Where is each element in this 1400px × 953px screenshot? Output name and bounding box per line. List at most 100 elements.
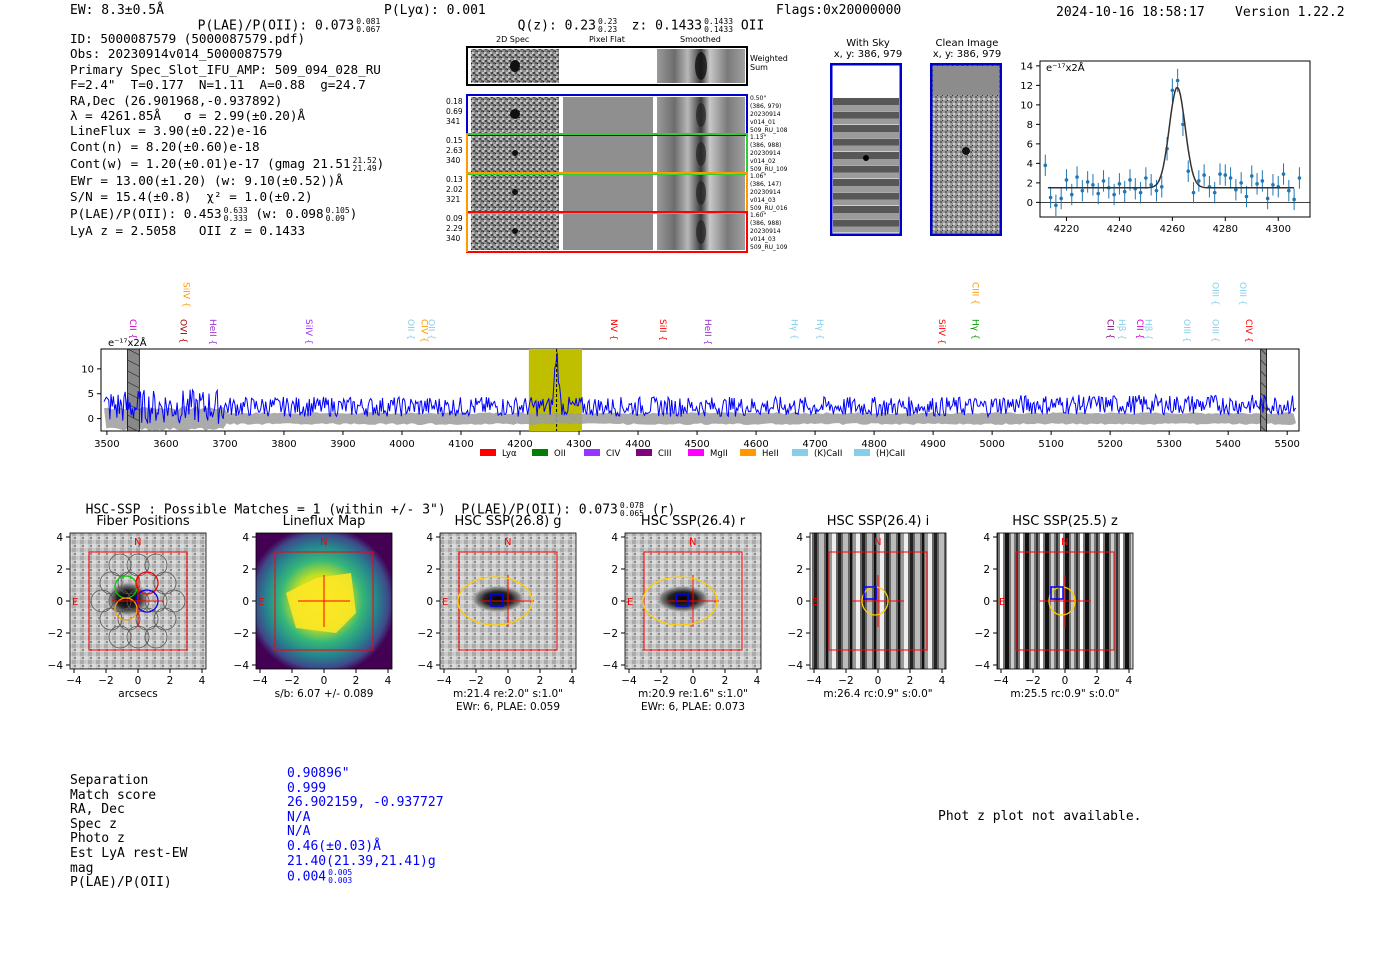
line-fit-ylabel: e⁻¹⁷x2Å bbox=[1046, 61, 1085, 74]
svg-text:HeII: HeII bbox=[762, 449, 779, 459]
spectrum-ytick: 0 bbox=[88, 414, 94, 425]
spectrum-xtick: 5100 bbox=[1038, 439, 1063, 450]
thumbnail-ytick: 0 bbox=[426, 596, 433, 608]
thumbnail-xtick: 2 bbox=[537, 675, 544, 687]
fit-point bbox=[1043, 154, 1048, 177]
thumbnail-title: Fiber Positions bbox=[96, 514, 189, 529]
cutout-right-label: v014_01 bbox=[750, 119, 776, 126]
spectral-line-label: SiII { bbox=[657, 319, 667, 341]
thumbnail-xtick: −4 bbox=[436, 675, 452, 687]
cutout-left-label: 0.69 bbox=[446, 107, 463, 116]
spectral-line-label: Hγ { bbox=[970, 319, 980, 340]
spectral-line-label: OIII { bbox=[1237, 282, 1247, 306]
spectrum-xtick: 5300 bbox=[1156, 439, 1181, 450]
thumbnail-ytick: −2 bbox=[48, 628, 63, 640]
cutout-right-label: 0.50" bbox=[750, 95, 766, 102]
cutout-left-label: 2.29 bbox=[446, 224, 463, 233]
cutout-right-label: 20230914 bbox=[750, 150, 781, 157]
spectrum-xtick: 5000 bbox=[979, 439, 1004, 450]
line-fit-chart: e⁻¹⁷x2Å 4220 4240 4260 4280 4300 0 2 4 6 8 10 12 14 bbox=[1020, 60, 1311, 235]
thumbnail-caption: arcsecs bbox=[118, 688, 157, 700]
thumbnail-caption: m:21.4 re:2.0" s:1.0" bbox=[453, 688, 563, 700]
matches-title: HSC-SSP : Possible Matches = 1 (within +… bbox=[85, 501, 676, 518]
fit-point bbox=[1096, 182, 1101, 205]
fit-point bbox=[1292, 188, 1296, 211]
spectrum-masked-region bbox=[1260, 348, 1267, 433]
match-label: RA, Dec bbox=[70, 802, 125, 818]
thumbnail-xtick: 4 bbox=[569, 675, 576, 687]
cutout-left-label: 340 bbox=[446, 156, 461, 165]
spectrum-xtick: 4800 bbox=[861, 439, 886, 450]
svg-text:MgII: MgII bbox=[710, 449, 728, 459]
spectrum-xtick: 4000 bbox=[389, 439, 414, 450]
legend-item: MgII bbox=[688, 449, 728, 459]
spectrum-xtick: 4400 bbox=[625, 439, 650, 450]
fit-point bbox=[1218, 163, 1222, 185]
cutout-right-label: 509_RU_109 bbox=[750, 244, 788, 251]
info-fiber: F=2.4" T=0.177 N=1.11 A=0.88 g=24.7 bbox=[70, 77, 366, 93]
fit-point bbox=[1091, 174, 1095, 196]
spectrum-xtick: 5500 bbox=[1274, 439, 1299, 450]
photz-message: Phot z plot not available. bbox=[938, 809, 1142, 824]
thumbnail-xtick: 0 bbox=[1062, 675, 1069, 687]
fit-point bbox=[1144, 167, 1148, 189]
thumbnail-xtick: 0 bbox=[135, 675, 142, 687]
thumbnail-ytick: 2 bbox=[796, 564, 803, 576]
thumbnail-ytick: −4 bbox=[48, 660, 64, 672]
spectrum-xtick: 4600 bbox=[743, 439, 768, 450]
thumbnail-ytick: 4 bbox=[242, 532, 249, 544]
header-qz: Q(z): 0.23 0.23 0.23 bbox=[517, 17, 618, 34]
fit-point bbox=[1054, 194, 1058, 217]
fit-curve bbox=[1047, 86, 1295, 189]
east-label: E bbox=[812, 597, 818, 608]
line-fit-ytick: 10 bbox=[1020, 100, 1033, 111]
cutout-right-label: v014_02 bbox=[750, 158, 776, 165]
thumbnail-xtick: 4 bbox=[199, 675, 206, 687]
thumbnail-xtick: −4 bbox=[252, 675, 268, 687]
fit-point bbox=[1281, 163, 1286, 185]
weighted-sum-label: Weighted Sum bbox=[750, 54, 788, 72]
clean-image-title: Clean Image x, y: 386, 979 bbox=[932, 38, 1002, 60]
thumbnail-xtick: 4 bbox=[754, 675, 761, 687]
spectrum-xtick: 3600 bbox=[153, 439, 178, 450]
svg-text:(H)CaII: (H)CaII bbox=[876, 449, 905, 459]
east-label: E bbox=[442, 597, 448, 608]
spectral-line-label: OIII { bbox=[1209, 319, 1219, 343]
with-sky-image bbox=[830, 63, 902, 236]
header-timestamp: 2024-10-16 18:58:17 bbox=[1056, 5, 1205, 20]
thumbnail-panel: Lineflux Map N E −4 4 −2 2 0 0 2 −2 4 −4 s/b: 6.07 +/… bbox=[234, 514, 393, 700]
thumbnail-xtick: 4 bbox=[385, 675, 392, 687]
north-label: N bbox=[689, 537, 696, 548]
legend-item: (H)CaII bbox=[854, 449, 905, 459]
thumbnail-title: HSC SSP(26.4) r bbox=[641, 514, 746, 529]
spectral-line-label: Hγ { bbox=[814, 319, 824, 340]
spectrum-xtick: 4200 bbox=[507, 439, 532, 450]
spectral-line-label: OIII { bbox=[1181, 319, 1191, 343]
spectrum-xtick: 5200 bbox=[1097, 439, 1122, 450]
thumbnail-xtick: −2 bbox=[653, 675, 668, 687]
cutout-right-label: 20230914 bbox=[750, 111, 781, 118]
spectral-line-label: CII { bbox=[127, 319, 137, 339]
spectral-line-label: Hβ { bbox=[1116, 319, 1126, 340]
east-label: E bbox=[72, 597, 78, 608]
spectral-line-label: HeII { bbox=[702, 319, 712, 345]
thumbnail-ytick: −2 bbox=[788, 628, 803, 640]
fit-point bbox=[1197, 170, 1201, 192]
spectral-line-label: CII { bbox=[1134, 319, 1144, 339]
thumbnail-title: HSC SSP(26.4) i bbox=[827, 514, 929, 529]
cutout-right-label: v014_03 bbox=[750, 197, 776, 204]
spectral-line-label: SiIV { bbox=[303, 319, 313, 345]
thumbnail-xtick: 2 bbox=[353, 675, 360, 687]
match-value: 0.90896" bbox=[287, 766, 350, 781]
spectrum-line bbox=[103, 352, 1297, 424]
header-version: Version 1.22.2 bbox=[1235, 5, 1345, 20]
fit-point bbox=[1122, 180, 1127, 203]
line-fit-xtick: 4300 bbox=[1266, 224, 1291, 235]
spectral-line-label: CII { bbox=[1104, 319, 1114, 339]
fit-point bbox=[1170, 78, 1175, 102]
